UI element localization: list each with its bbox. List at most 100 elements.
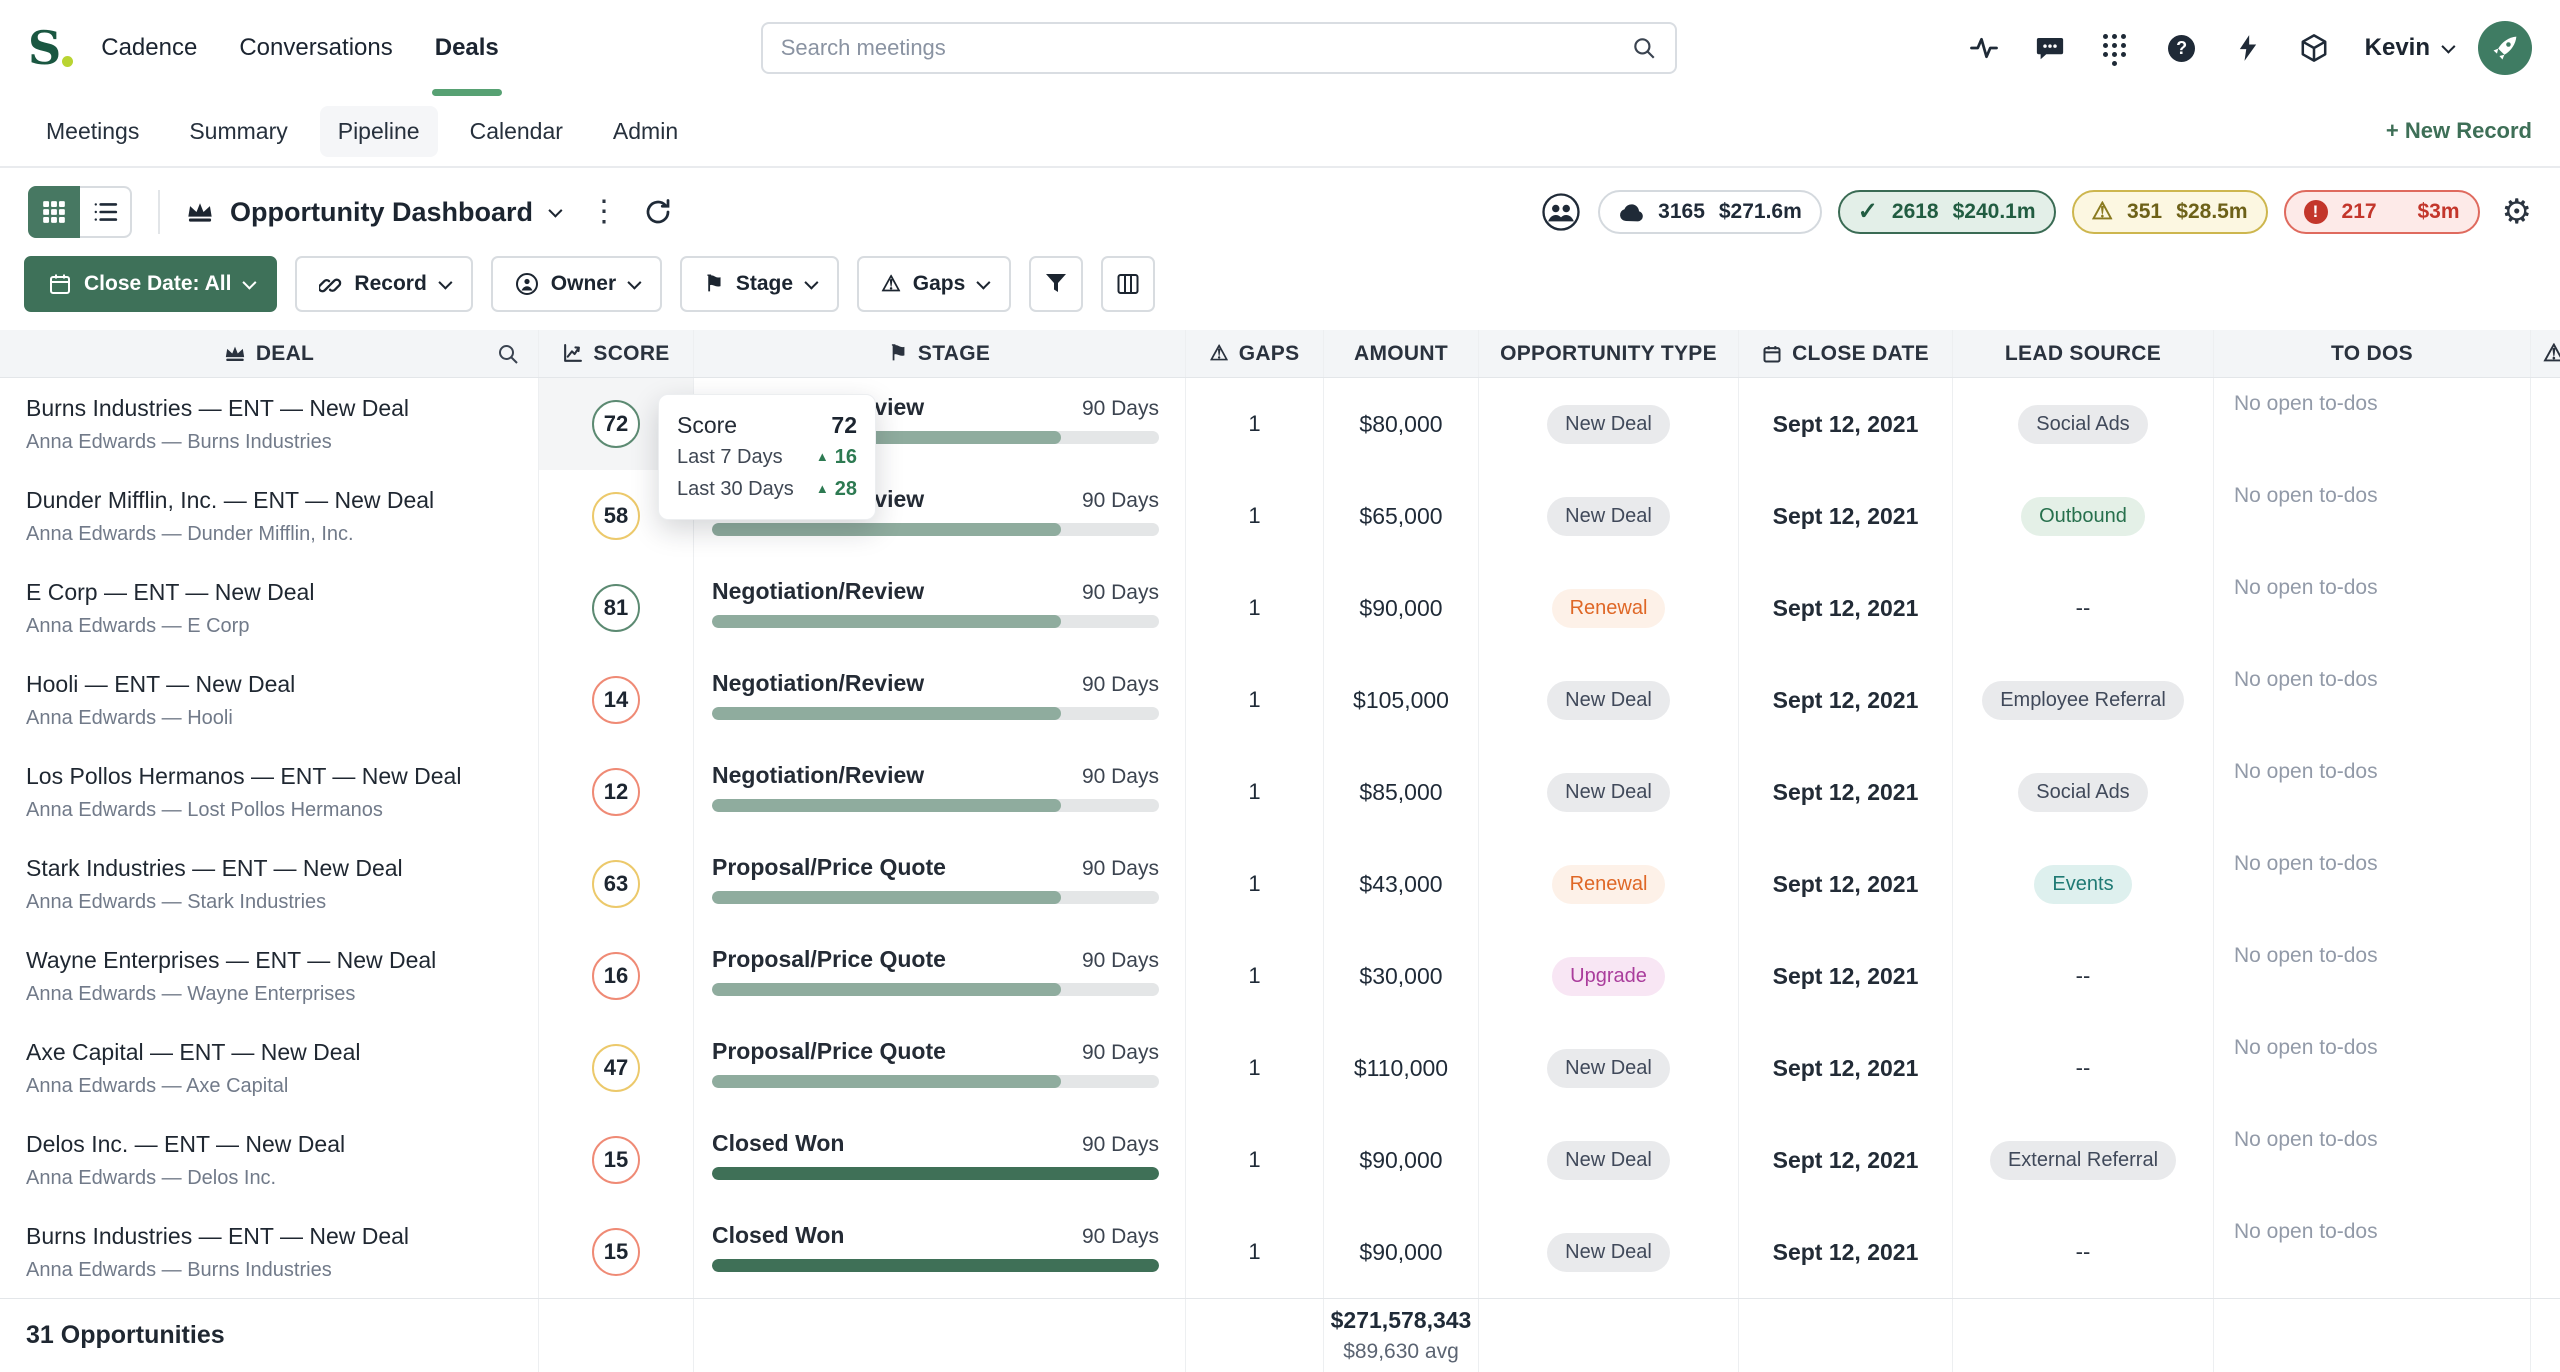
avatar[interactable] bbox=[2478, 21, 2532, 75]
deal-title[interactable]: Los Pollos Hermanos — ENT — New Deal bbox=[26, 762, 462, 789]
stat-pill-danger[interactable]: ! 217 $3m bbox=[2283, 190, 2480, 234]
team-icon[interactable] bbox=[1540, 191, 1582, 233]
search-box[interactable] bbox=[760, 22, 1677, 74]
header-gaps[interactable]: ⚠ GAPS bbox=[1185, 330, 1323, 377]
search-icon[interactable] bbox=[1631, 35, 1657, 61]
user-menu[interactable]: Kevin bbox=[2365, 34, 2456, 62]
deal-title[interactable]: Stark Industries — ENT — New Deal bbox=[26, 854, 403, 881]
stage-progress-fill bbox=[712, 891, 1061, 904]
score-badge[interactable]: 12 bbox=[592, 768, 640, 816]
to-dos-cell: No open to-dos bbox=[2213, 930, 2530, 1022]
tooltip-7d-label: Last 7 Days bbox=[677, 446, 783, 468]
deal-title[interactable]: E Corp — ENT — New Deal bbox=[26, 578, 315, 605]
header-opportunity-type[interactable]: OPPORTUNITY TYPE bbox=[1478, 330, 1738, 377]
package-icon[interactable] bbox=[2299, 33, 2329, 63]
score-badge[interactable]: 47 bbox=[592, 1044, 640, 1092]
deal-title[interactable]: Axe Capital — ENT — New Deal bbox=[26, 1038, 361, 1065]
refresh-icon[interactable] bbox=[643, 197, 673, 227]
header-close-date[interactable]: CLOSE DATE bbox=[1738, 330, 1952, 377]
toolbar-divider bbox=[158, 190, 160, 234]
score-badge[interactable]: 63 bbox=[592, 860, 640, 908]
table-row[interactable]: Axe Capital — ENT — New Deal Anna Edward… bbox=[0, 1022, 2560, 1114]
nav-cadence[interactable]: Cadence bbox=[101, 34, 198, 61]
deal-title[interactable]: Dunder Mifflin, Inc. — ENT — New Deal bbox=[26, 486, 435, 513]
activity-icon[interactable] bbox=[1969, 33, 1999, 63]
deal-title[interactable]: Burns Industries — ENT — New Deal bbox=[26, 394, 410, 421]
salesloft-logo[interactable]: S bbox=[28, 25, 74, 71]
deal-title[interactable]: Burns Industries — ENT — New Deal bbox=[26, 1222, 410, 1249]
table-row[interactable]: Hooli — ENT — New Deal Anna Edwards — Ho… bbox=[0, 654, 2560, 746]
table-row[interactable]: Delos Inc. — ENT — New Deal Anna Edwards… bbox=[0, 1114, 2560, 1206]
deal-title[interactable]: Hooli — ENT — New Deal bbox=[26, 670, 296, 697]
header-lead-source[interactable]: LEAD SOURCE bbox=[1952, 330, 2213, 377]
score-badge[interactable]: 14 bbox=[592, 676, 640, 724]
header-deal[interactable]: DEAL bbox=[0, 330, 538, 377]
subnav-meetings[interactable]: Meetings bbox=[46, 117, 140, 144]
advanced-filter-button[interactable] bbox=[1029, 256, 1084, 312]
deal-title[interactable]: Delos Inc. — ENT — New Deal bbox=[26, 1130, 346, 1157]
gaps-cell: 1 bbox=[1185, 746, 1323, 838]
columns-button[interactable] bbox=[1101, 256, 1156, 312]
to-dos-cell: No open to-dos bbox=[2213, 838, 2530, 930]
record-filter[interactable]: Record bbox=[295, 256, 473, 312]
stat-pill-all[interactable]: 3165 $271.6m bbox=[1598, 190, 1822, 234]
bolt-icon[interactable] bbox=[2233, 33, 2263, 63]
header-to-dos[interactable]: TO DOS bbox=[2213, 330, 2530, 377]
subnav-calendar[interactable]: Calendar bbox=[469, 117, 563, 144]
subnav-pipeline[interactable]: Pipeline bbox=[319, 105, 438, 157]
help-icon[interactable]: ? bbox=[2167, 33, 2197, 63]
topbar-icons: ? Kevin bbox=[1969, 33, 2456, 66]
stage-duration: 90 Days bbox=[1081, 1133, 1159, 1156]
owner-filter[interactable]: Owner bbox=[490, 256, 663, 312]
table-row[interactable]: Los Pollos Hermanos — ENT — New Deal Ann… bbox=[0, 746, 2560, 838]
deal-search-icon[interactable] bbox=[496, 342, 520, 366]
stage-progress-fill bbox=[712, 1075, 1061, 1088]
score-badge[interactable]: 15 bbox=[592, 1228, 640, 1276]
score-badge[interactable]: 16 bbox=[592, 952, 640, 1000]
table-row[interactable]: E Corp — ENT — New Deal Anna Edwards — E… bbox=[0, 562, 2560, 654]
list-view-button[interactable] bbox=[80, 186, 132, 238]
subnav-admin[interactable]: Admin bbox=[612, 117, 679, 144]
stage-filter[interactable]: ⚑ Stage bbox=[680, 256, 840, 312]
nav-conversations[interactable]: Conversations bbox=[239, 34, 393, 61]
score-badge[interactable]: 72 bbox=[592, 400, 640, 448]
header-score[interactable]: SCORE bbox=[538, 330, 693, 377]
table-row[interactable]: Stark Industries — ENT — New Deal Anna E… bbox=[0, 838, 2560, 930]
calendar-icon bbox=[1762, 344, 1782, 364]
table-row[interactable]: Dunder Mifflin, Inc. — ENT — New Deal An… bbox=[0, 470, 2560, 562]
score-badge[interactable]: 81 bbox=[592, 584, 640, 632]
clipped-cell bbox=[2530, 470, 2560, 562]
deal-title[interactable]: Wayne Enterprises — ENT — New Deal bbox=[26, 946, 437, 973]
stage-duration: 90 Days bbox=[1081, 397, 1159, 420]
stage-name: Closed Won bbox=[712, 1222, 845, 1248]
chevron-down-icon bbox=[627, 275, 642, 290]
view-title-dropdown[interactable]: Opportunity Dashboard bbox=[186, 197, 563, 228]
score-badge[interactable]: 15 bbox=[592, 1136, 640, 1184]
gaps-cell: 1 bbox=[1185, 838, 1323, 930]
stat-pill-healthy[interactable]: ✓ 2618 $240.1m bbox=[1837, 190, 2056, 234]
chat-icon[interactable] bbox=[2035, 33, 2065, 63]
close-date-filter[interactable]: Close Date: All bbox=[24, 256, 278, 312]
table-row[interactable]: Burns Industries — ENT — New Deal Anna E… bbox=[0, 378, 2560, 470]
dialpad-icon[interactable] bbox=[2101, 33, 2131, 66]
gaps-filter[interactable]: ⚠ Gaps bbox=[857, 256, 1012, 312]
lead-source-cell: External Referral bbox=[1952, 1114, 2213, 1206]
score-cell: 58 bbox=[538, 470, 693, 562]
subnav-summary[interactable]: Summary bbox=[189, 117, 288, 144]
lead-source-badge: External Referral bbox=[1989, 1140, 2177, 1180]
new-record-button[interactable]: + New Record bbox=[2385, 118, 2532, 143]
kebab-menu-icon[interactable]: ⋮ bbox=[589, 195, 619, 228]
header-stage[interactable]: ⚑ STAGE bbox=[693, 330, 1185, 377]
table-row[interactable]: Wayne Enterprises — ENT — New Deal Anna … bbox=[0, 930, 2560, 1022]
nav-deals[interactable]: Deals bbox=[435, 0, 499, 96]
grid-view-button[interactable] bbox=[28, 186, 80, 238]
header-amount[interactable]: AMOUNT bbox=[1323, 330, 1478, 377]
stat-pill-warning[interactable]: ⚠ 351 $28.5m bbox=[2071, 190, 2268, 234]
search-input[interactable] bbox=[780, 35, 1619, 61]
table-row[interactable]: Burns Industries — ENT — New Deal Anna E… bbox=[0, 1206, 2560, 1298]
stage-duration: 90 Days bbox=[1081, 949, 1159, 972]
stage-duration: 90 Days bbox=[1081, 765, 1159, 788]
score-badge[interactable]: 58 bbox=[592, 492, 640, 540]
lead-source-badge: -- bbox=[2075, 963, 2091, 988]
gear-icon[interactable]: ⚙ bbox=[2501, 193, 2532, 231]
